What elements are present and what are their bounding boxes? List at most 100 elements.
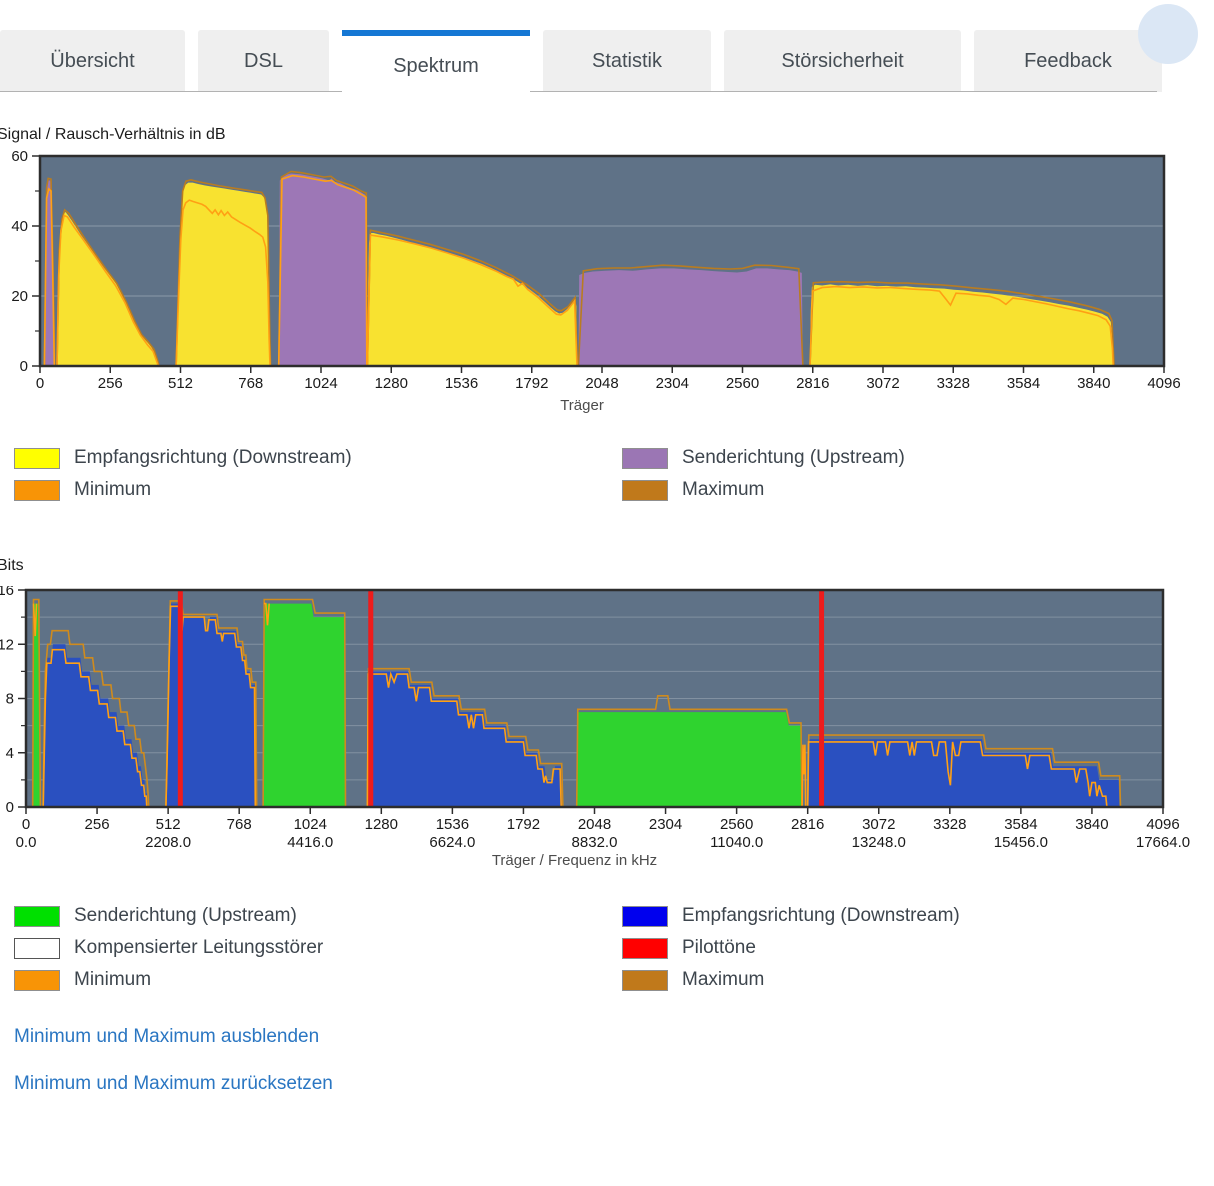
svg-text:2304: 2304 bbox=[656, 375, 689, 392]
legend-item: Pilottöne bbox=[622, 932, 1214, 964]
svg-text:2816: 2816 bbox=[796, 375, 829, 392]
svg-text:2304: 2304 bbox=[649, 816, 682, 833]
svg-text:2048: 2048 bbox=[578, 816, 611, 833]
svg-text:1280: 1280 bbox=[365, 816, 398, 833]
legend-swatch bbox=[622, 938, 668, 959]
legend-label: Empfangsrichtung (Downstream) bbox=[682, 905, 960, 927]
legend-item: Minimum bbox=[14, 474, 622, 506]
svg-text:6624.0: 6624.0 bbox=[429, 834, 475, 851]
svg-text:8832.0: 8832.0 bbox=[572, 834, 618, 851]
svg-text:0: 0 bbox=[36, 375, 44, 392]
svg-text:20: 20 bbox=[11, 288, 28, 305]
svg-text:12: 12 bbox=[0, 636, 14, 653]
svg-text:768: 768 bbox=[227, 816, 252, 833]
svg-text:1792: 1792 bbox=[515, 375, 548, 392]
snr-chart-legend: Empfangsrichtung (Downstream) Minimum Send… bbox=[14, 442, 1214, 506]
legend-swatch bbox=[14, 906, 60, 927]
svg-text:60: 60 bbox=[11, 151, 28, 165]
legend-actions: Minimum und Maximum ausblenden Minimum u… bbox=[14, 1026, 1214, 1095]
svg-text:8: 8 bbox=[6, 691, 14, 708]
svg-text:3840: 3840 bbox=[1077, 375, 1110, 392]
svg-text:4: 4 bbox=[6, 745, 14, 762]
svg-text:17664.0: 17664.0 bbox=[1136, 834, 1190, 851]
svg-text:4096: 4096 bbox=[1147, 375, 1180, 392]
legend-label: Minimum bbox=[74, 479, 151, 501]
legend-swatch bbox=[622, 448, 668, 469]
legend-item: Senderichtung (Upstream) bbox=[14, 900, 622, 932]
tab-statistik[interactable]: Statistik bbox=[543, 30, 711, 92]
svg-text:1536: 1536 bbox=[436, 816, 469, 833]
legend-label: Maximum bbox=[682, 479, 764, 501]
legend-swatch bbox=[14, 938, 60, 959]
floating-circle[interactable] bbox=[1138, 4, 1198, 64]
legend-swatch bbox=[622, 906, 668, 927]
svg-text:4096: 4096 bbox=[1146, 816, 1179, 833]
svg-text:3072: 3072 bbox=[862, 816, 895, 833]
legend-item: Maximum bbox=[622, 964, 1214, 996]
legend-item: Maximum bbox=[622, 474, 1214, 506]
svg-text:256: 256 bbox=[98, 375, 123, 392]
svg-text:3840: 3840 bbox=[1075, 816, 1108, 833]
svg-text:768: 768 bbox=[238, 375, 263, 392]
tab-stoersicherheit[interactable]: Störsicherheit bbox=[724, 30, 961, 92]
svg-text:3328: 3328 bbox=[937, 375, 970, 392]
tab-bar: Übersicht DSL Spektrum Statistik Störsic… bbox=[0, 30, 1214, 92]
svg-text:1536: 1536 bbox=[445, 375, 478, 392]
svg-text:1792: 1792 bbox=[507, 816, 540, 833]
legend-item: Empfangsrichtung (Downstream) bbox=[14, 442, 622, 474]
tab-uebersicht[interactable]: Übersicht bbox=[0, 30, 185, 92]
hide-min-max-link[interactable]: Minimum und Maximum ausblenden bbox=[14, 1026, 1214, 1048]
legend-swatch bbox=[14, 448, 60, 469]
svg-text:3072: 3072 bbox=[866, 375, 899, 392]
svg-text:3584: 3584 bbox=[1004, 816, 1037, 833]
svg-text:2816: 2816 bbox=[791, 816, 824, 833]
svg-text:256: 256 bbox=[85, 816, 110, 833]
legend-swatch bbox=[622, 970, 668, 991]
legend-label: Empfangsrichtung (Downstream) bbox=[74, 447, 352, 469]
svg-text:11040.0: 11040.0 bbox=[710, 834, 763, 851]
legend-label: Pilottöne bbox=[682, 937, 756, 959]
reset-min-max-link[interactable]: Minimum und Maximum zurücksetzen bbox=[14, 1073, 1214, 1095]
legend-item: Senderichtung (Upstream) bbox=[622, 442, 1214, 474]
svg-text:0: 0 bbox=[6, 799, 14, 816]
tab-spektrum[interactable]: Spektrum bbox=[342, 30, 530, 97]
svg-text:0: 0 bbox=[22, 816, 30, 833]
svg-text:13248.0: 13248.0 bbox=[852, 834, 906, 851]
svg-text:16: 16 bbox=[0, 586, 14, 599]
tab-dsl[interactable]: DSL bbox=[198, 30, 329, 92]
svg-text:2560: 2560 bbox=[726, 375, 759, 392]
legend-label: Kompensierter Leitungsstörer bbox=[74, 937, 323, 959]
svg-text:3328: 3328 bbox=[933, 816, 966, 833]
svg-text:0: 0 bbox=[20, 358, 28, 375]
svg-text:4416.0: 4416.0 bbox=[287, 834, 333, 851]
legend-label: Senderichtung (Upstream) bbox=[682, 447, 905, 469]
svg-text:40: 40 bbox=[11, 218, 28, 235]
svg-text:512: 512 bbox=[156, 816, 181, 833]
svg-text:3584: 3584 bbox=[1007, 375, 1040, 392]
legend-label: Senderichtung (Upstream) bbox=[74, 905, 297, 927]
bits-chart-title: Bits bbox=[0, 556, 1214, 576]
legend-item: Empfangsrichtung (Downstream) bbox=[622, 900, 1214, 932]
svg-text:2208.0: 2208.0 bbox=[145, 834, 191, 851]
legend-swatch bbox=[14, 480, 60, 501]
legend-swatch bbox=[622, 480, 668, 501]
svg-text:2048: 2048 bbox=[585, 375, 618, 392]
legend-label: Minimum bbox=[74, 969, 151, 991]
svg-text:512: 512 bbox=[168, 375, 193, 392]
snr-chart: 0 20 40 60 0 256 512 768 1024 1280 1536 1792 2048 230… bbox=[0, 151, 1214, 416]
tab-feedback[interactable]: Feedback bbox=[974, 30, 1162, 92]
svg-text:15456.0: 15456.0 bbox=[994, 834, 1048, 851]
svg-text:1024: 1024 bbox=[304, 375, 337, 392]
legend-item: Minimum bbox=[14, 964, 622, 996]
legend-item: Kompensierter Leitungsstörer bbox=[14, 932, 622, 964]
bits-chart-legend: Senderichtung (Upstream) Kompensierter Le… bbox=[14, 900, 1214, 996]
svg-text:2560: 2560 bbox=[720, 816, 753, 833]
svg-text:0.0: 0.0 bbox=[16, 834, 37, 851]
svg-text:1280: 1280 bbox=[375, 375, 408, 392]
legend-label: Maximum bbox=[682, 969, 764, 991]
svg-text:Träger: Träger bbox=[560, 397, 604, 414]
svg-text:Träger / Frequenz in kHz: Träger / Frequenz in kHz bbox=[492, 852, 657, 869]
bits-chart: 0481216025651276810241280153617922048230… bbox=[0, 586, 1214, 876]
legend-swatch bbox=[14, 970, 60, 991]
snr-chart-title: Signal / Rausch-Verhältnis in dB bbox=[0, 125, 1214, 145]
